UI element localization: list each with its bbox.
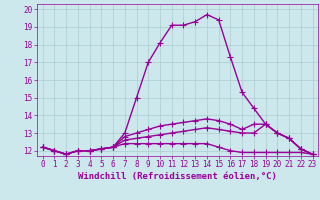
X-axis label: Windchill (Refroidissement éolien,°C): Windchill (Refroidissement éolien,°C) (78, 172, 277, 181)
